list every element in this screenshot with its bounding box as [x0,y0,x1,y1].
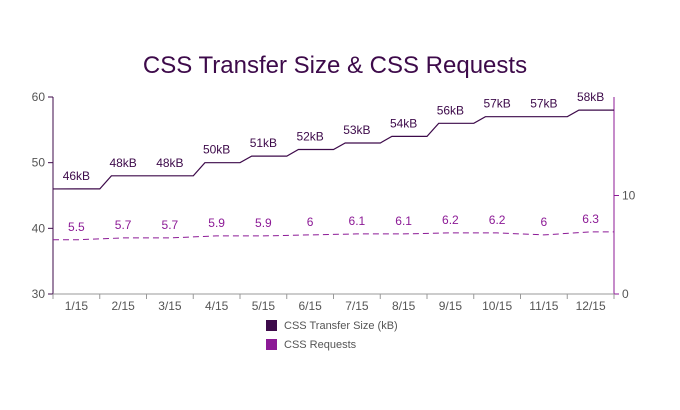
data-label-css-requests: 5.7 [162,218,179,232]
legend-label-transfer-size: CSS Transfer Size (kB) [284,319,398,332]
series-lines [52,109,614,241]
legend-label-css-requests: CSS Requests [284,338,357,351]
x-tick-label: 2/15 [111,299,135,313]
left-y-tick-label: 50 [32,156,46,170]
legend-swatch-transfer-size [266,320,277,331]
data-label-css-requests: 5.7 [115,218,132,232]
x-tick-label: 7/15 [345,299,369,313]
right-y-tick-label: 10 [622,189,636,203]
x-tick-label: 6/15 [298,299,322,313]
data-label-css-requests: 6 [307,215,314,229]
x-tick-label: 1/15 [65,299,89,313]
axes [48,96,619,299]
left-y-tick-label: 60 [32,90,46,104]
x-tick-label: 10/15 [482,299,512,313]
data-label-css-requests: 5.9 [208,216,225,230]
data-label-transfer-size: 53kB [343,123,370,137]
right-y-tick-label: 0 [622,287,629,301]
x-tick-label: 4/15 [205,299,229,313]
series-line-css-transfer-size [52,109,614,190]
data-label-css-requests: 6.3 [582,212,599,226]
data-label-transfer-size: 51kB [250,136,277,150]
data-label-transfer-size: 58kB [577,90,604,104]
legend: CSS Transfer Size (kB) CSS Requests [266,316,398,354]
left-y-tick-label: 30 [32,287,46,301]
x-tick-label: 12/15 [576,299,606,313]
data-label-css-requests: 6 [541,215,548,229]
data-label-transfer-size: 48kB [156,156,183,170]
x-tick-label: 11/15 [529,299,558,313]
chart-title: CSS Transfer Size & CSS Requests [143,52,527,79]
data-label-transfer-size: 57kB [483,97,510,111]
legend-item-transfer-size: CSS Transfer Size (kB) [266,316,398,335]
data-label-transfer-size: 57kB [530,97,557,111]
data-label-transfer-size: 50kB [203,143,230,157]
data-label-transfer-size: 48kB [109,156,136,170]
data-label-css-requests: 6.1 [349,214,366,228]
data-label-transfer-size: 54kB [390,116,417,130]
data-label-css-requests: 6.1 [395,214,412,228]
series-line-css-requests [53,231,614,241]
legend-item-css-requests: CSS Requests [266,335,398,354]
data-label-css-requests: 5.5 [68,220,85,234]
data-label-css-requests: 6.2 [442,213,459,227]
data-label-transfer-size: 46kB [63,169,90,183]
x-tick-label: 9/15 [439,299,463,313]
data-label-transfer-size: 56kB [437,103,464,117]
x-tick-label: 8/15 [392,299,416,313]
left-y-tick-label: 40 [32,221,46,235]
tick-labels: 30 40 50 60 0 10 1/15 2/15 3/15 4/15 5/15 6/15 7/15 8… [32,90,636,313]
data-label-transfer-size: 52kB [296,130,323,144]
x-tick-label: 5/15 [252,299,276,313]
legend-swatch-css-requests [266,339,277,350]
data-label-css-requests: 5.9 [255,216,272,230]
x-tick-label: 3/15 [158,299,182,313]
data-labels: 46kB 48kB 48kB 50kB 51kB 52kB 53kB 54kB 56kB 57kB… [63,90,605,234]
data-label-css-requests: 6.2 [489,213,506,227]
